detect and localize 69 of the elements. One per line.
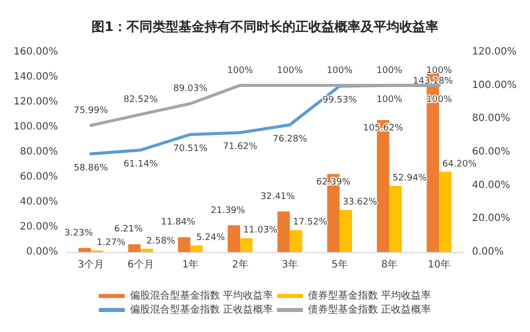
y2-tick-label: 80.00% [472,113,510,124]
y-tick-label: 0.00% [26,246,58,258]
legend-label: 债券型基金指数 正收益概率 [308,304,432,316]
data-label: 89.03% [173,84,208,94]
data-label: 52.94% [392,173,428,184]
data-label: 61.14% [123,160,158,170]
legend-label: 债券型基金指数 平均收益率 [308,290,432,302]
y2-tick-label: 40.00% [472,180,510,191]
y2-tick-label: 120.00% [472,46,516,58]
chart-title: 图1：不同类型基金持有不同时长的正收益概率及平均收益率 [91,19,439,35]
y-tick-label: 140.00% [14,72,58,82]
data-label: 82.52% [123,94,158,105]
data-label: 21.39% [210,206,246,216]
bar [78,248,91,252]
x-tick-label: 3个月 [78,258,104,270]
bar [240,238,253,252]
data-label: 3.23% [64,228,94,238]
bar [290,230,302,252]
data-label: 100% [376,66,403,76]
legend-label: 偏股混合型基金指数 平均收益率 [130,290,274,302]
y2-tick-label: 20.00% [472,213,510,224]
data-label: 70.51% [173,144,208,154]
bar [140,248,154,252]
data-label: 5.24% [196,232,226,243]
data-label: 99.53% [322,96,358,106]
data-label: 64.20% [442,159,477,170]
bar [178,237,190,252]
y-tick-label: 160.00% [14,46,58,58]
data-label: 2.58% [146,236,176,246]
data-label: 32.41% [260,192,296,202]
data-label: 100% [376,94,403,105]
data-label: 17.52% [292,218,328,228]
data-label: 6.21% [114,224,144,235]
data-label: 33.62% [342,197,378,208]
data-label: 100% [227,66,254,76]
x-tick-label: 6个月 [127,258,154,270]
y2-tick-label: 100.00% [472,80,516,91]
y-tick-label: 60.00% [20,172,58,182]
bar [228,225,240,252]
y2-tick-label: 60.00% [472,146,510,158]
data-label: 100% [277,66,304,76]
bar [128,244,141,252]
x-tick-label: 1年 [182,258,199,270]
data-label: 100% [426,66,452,76]
y-tick-label: 100.00% [14,122,58,132]
data-label: 11.03% [243,226,278,236]
data-label: 58.86% [74,163,108,174]
data-label: 100% [326,66,353,76]
y-tick-label: 120.00% [14,96,58,108]
data-label: 76.28% [272,134,308,144]
y2-tick-label: 0.00% [472,246,504,258]
bar [340,210,352,252]
y-tick-label: 40.00% [20,196,58,208]
data-label: 1.27% [96,238,126,248]
bar [389,186,402,252]
x-tick-label: 10年 [428,258,450,270]
data-label: 75.99% [74,106,108,116]
y-tick-label: 20.00% [20,222,58,232]
bar [439,172,452,252]
bar [277,211,290,252]
data-label: 11.84% [160,218,196,228]
legend-label: 偏股混合型基金指数 正收益概率 [130,304,274,316]
x-tick-label: 2年 [232,258,248,270]
x-tick-label: 5年 [331,258,348,270]
bar [190,245,203,252]
x-tick-label: 3年 [282,258,298,270]
x-tick-label: 8年 [381,258,398,270]
data-label: 71.62% [222,142,258,152]
y-tick-label: 80.00% [20,146,58,158]
